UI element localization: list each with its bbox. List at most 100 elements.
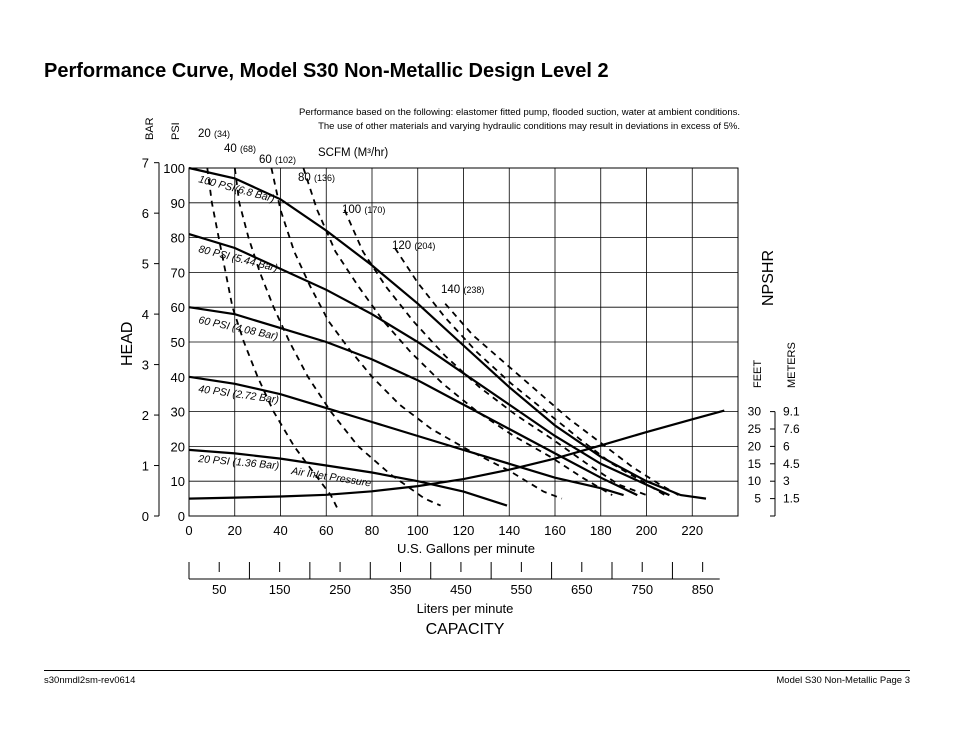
npshr-curve [188, 409, 725, 500]
gpm-tick-label: 180 [590, 523, 612, 538]
lpm-tick-label: 550 [511, 582, 533, 597]
scfm-curve-80 [302, 167, 613, 496]
gpm-tick-label: 20 [228, 523, 242, 538]
gpm-tick-label: 220 [681, 523, 703, 538]
gpm-tick-label: 160 [544, 523, 566, 538]
psi-tick-label: 80 [171, 231, 185, 246]
scfm-curve-label: 80 (136) [298, 172, 335, 184]
scfm-curve-m3hr: (136) [314, 173, 335, 183]
gpm-tick-label: 80 [365, 523, 379, 538]
page-title: Performance Curve, Model S30 Non-Metalli… [44, 60, 609, 82]
npshr-axis-title: NPSHR [760, 250, 777, 306]
npshr-meters-label: 4.5 [783, 457, 800, 471]
air-pressure-curve [188, 448, 508, 507]
gpm-tick-label: 0 [185, 523, 192, 538]
lpm-tick-label: 450 [450, 582, 472, 597]
bar-axis-title: BAR [144, 117, 156, 140]
head-axis-title: HEAD [119, 322, 136, 366]
gpm-tick-label: 40 [273, 523, 287, 538]
air-pressure-curve-label: 80 PSI (5.44 Bar) [197, 243, 279, 274]
scfm-curve-m3hr: (170) [364, 205, 385, 215]
gpm-tick-label: 120 [453, 523, 475, 538]
npshr-feet-label: 10 [748, 474, 762, 488]
psi-tick-label: 40 [171, 370, 185, 385]
scfm-curve-20 [206, 167, 339, 510]
lpm-tick-label: 650 [571, 582, 593, 597]
psi-tick-label: 20 [171, 439, 185, 454]
psi-tick-label: 100 [163, 161, 185, 176]
lpm-tick-label: 50 [212, 582, 226, 597]
npshr-feet-label: 30 [748, 405, 762, 419]
psi-tick-label: 90 [171, 196, 185, 211]
air-pressure-curve [188, 306, 638, 497]
npshr-meters-label: 6 [783, 439, 790, 453]
performance-note-line-2: The use of other materials and varying h… [318, 121, 740, 132]
lpm-tick-label: 150 [269, 582, 291, 597]
scfm-curve-label: 120 (204) [392, 240, 435, 252]
meters-axis-title: METERS [786, 342, 798, 388]
plot-frame [188, 167, 739, 517]
scfm-curve-40 [233, 167, 441, 507]
scfm-curve-120 [394, 247, 666, 496]
npshr-meters-label: 9.1 [783, 405, 800, 419]
psi-tick-label: 30 [171, 405, 185, 420]
psi-tick-label: 60 [171, 300, 185, 315]
bar-tick-label: 6 [142, 206, 149, 221]
scfm-curve-140 [444, 303, 679, 496]
footer-page-label: Model S30 Non-Metallic Page 3 [776, 675, 910, 686]
footer-divider [44, 670, 910, 671]
scfm-curve-label: 140 (238) [441, 284, 484, 296]
capacity-axis-title: CAPACITY [426, 621, 505, 638]
gpm-axis-title: U.S. Gallons per minute [397, 541, 535, 556]
scfm-curve-m3hr: (34) [214, 129, 230, 139]
npshr-feet-label: 25 [748, 422, 762, 436]
bar-tick-label: 2 [142, 408, 149, 423]
lpm-tick-label: 750 [631, 582, 653, 597]
scfm-curve-60 [270, 167, 563, 500]
gpm-tick-label: 200 [636, 523, 658, 538]
bar-tick-label: 7 [142, 156, 149, 171]
bar-tick-label: 5 [142, 257, 149, 272]
scfm-curve-100 [343, 209, 647, 496]
psi-axis-title: PSI [170, 122, 182, 140]
feet-axis-title: FEET [752, 360, 764, 388]
air-pressure-curve [188, 375, 624, 497]
scfm-curve-m3hr: (204) [414, 241, 435, 251]
npshr-feet-label: 20 [748, 439, 762, 453]
scfm-curve-m3hr: (102) [275, 155, 296, 165]
footer-document-code: s30nmdl2sm-rev0614 [44, 675, 136, 686]
bar-tick-label: 3 [142, 358, 149, 373]
air-pressure-curve-label: 40 PSI (2.72 Bar) [198, 383, 280, 406]
npshr-feet-label: 15 [748, 457, 762, 471]
air-pressure-curve [188, 166, 707, 500]
npshr-meters-label: 7.6 [783, 422, 800, 436]
air-pressure-curve-label: 20 PSI (1.36 Bar) [197, 453, 280, 472]
psi-tick-label: 0 [178, 509, 185, 524]
gpm-tick-label: 100 [407, 523, 429, 538]
psi-tick-label: 10 [171, 474, 185, 489]
lpm-tick-label: 250 [329, 582, 351, 597]
npshr-feet-label: 5 [754, 492, 761, 506]
lpm-tick-label: 850 [692, 582, 714, 597]
scfm-legend-label: SCFM (M³/hr) [318, 147, 388, 159]
air-inlet-pressure-label: Air Inlet Pressure [290, 465, 373, 490]
scfm-curve-label: 100 (170) [342, 204, 385, 216]
lpm-tick-label: 350 [390, 582, 412, 597]
npshr-meters-label: 3 [783, 474, 790, 488]
air-pressure-curve [188, 233, 670, 497]
lpm-axis-title: Liters per minute [417, 601, 514, 616]
air-pressure-curve-label: 60 PSI (4.08 Bar) [197, 314, 279, 343]
psi-tick-label: 50 [171, 335, 185, 350]
scfm-curve-label: 40 (68) [224, 143, 256, 155]
scfm-curve-m3hr: (238) [463, 285, 484, 295]
scfm-curve-label: 20 (34) [198, 128, 230, 140]
performance-note-line-1: Performance based on the following: elas… [299, 107, 740, 118]
scfm-curve-m3hr: (68) [240, 144, 256, 154]
npshr-meters-label: 1.5 [783, 492, 800, 506]
gpm-tick-label: 140 [498, 523, 520, 538]
gpm-tick-label: 60 [319, 523, 333, 538]
psi-tick-label: 70 [171, 265, 185, 280]
bar-tick-label: 4 [142, 307, 149, 322]
scfm-curve-label: 60 (102) [259, 154, 296, 166]
